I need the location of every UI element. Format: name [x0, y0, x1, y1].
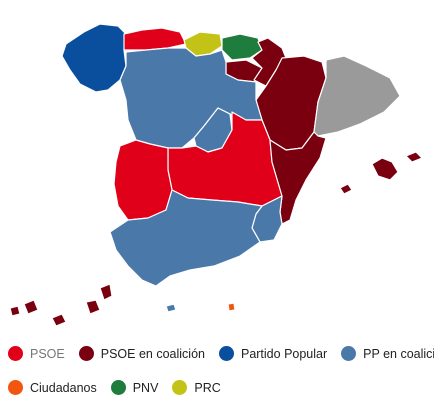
legend-item-psoe-coalicion: PSOE en coalición [78, 346, 205, 361]
spain-regions-map [9, 23, 423, 327]
legend-item-partido-popular: Partido Popular [218, 346, 328, 361]
region-baleares[interactable] [371, 157, 399, 181]
region-canarias-3[interactable] [51, 313, 67, 327]
legend-label: Partido Popular [240, 346, 328, 361]
region-baleares-menorca[interactable] [405, 151, 423, 163]
legend-label: PSOE [30, 346, 65, 361]
legend-label: PSOE en coalición [100, 346, 205, 361]
legend-label: PNV [132, 380, 159, 395]
legend-item-prc: PRC [172, 380, 221, 395]
region-pais-vasco[interactable] [221, 33, 263, 61]
legend-swatch [172, 380, 188, 395]
legend-swatch [218, 346, 234, 361]
region-cataluna[interactable] [313, 55, 401, 137]
legend-item-psoe: PSOE [8, 346, 65, 361]
region-canarias-5[interactable] [99, 283, 113, 301]
legend-swatch [78, 346, 94, 361]
region-canarias-2[interactable] [23, 299, 39, 315]
legend-label: PRC [194, 380, 221, 395]
legend-label: Ciudadanos [30, 380, 97, 395]
legend-row-1: PSOE PSOE en coalición Partido Popular P… [8, 346, 434, 361]
legend-item-ciudadanos: Ciudadanos [8, 380, 97, 395]
region-canarias-4[interactable] [85, 299, 101, 315]
legend-swatch [8, 380, 23, 395]
region-extremadura[interactable] [113, 139, 173, 221]
region-ceuta[interactable] [165, 303, 177, 313]
legend-swatch [341, 346, 357, 361]
region-andalucia[interactable] [109, 189, 263, 287]
legend-item-pp-coalicion: PP en coalición [341, 346, 434, 361]
region-baleares-ibiza[interactable] [339, 183, 353, 195]
legend-swatch [8, 346, 23, 361]
legend-swatch [110, 380, 126, 395]
legend-item-pnv: PNV [110, 380, 159, 395]
legend: PSOE PSOE en coalición Partido Popular P… [0, 346, 434, 408]
legend-row-2: Ciudadanos PNV PRC [8, 380, 235, 395]
region-valencia[interactable] [269, 131, 327, 225]
region-galicia[interactable] [61, 23, 127, 93]
region-melilla[interactable] [227, 302, 236, 312]
region-asturias[interactable] [123, 27, 187, 51]
legend-label: PP en coalición [363, 346, 434, 361]
region-canarias-1[interactable] [9, 305, 21, 317]
